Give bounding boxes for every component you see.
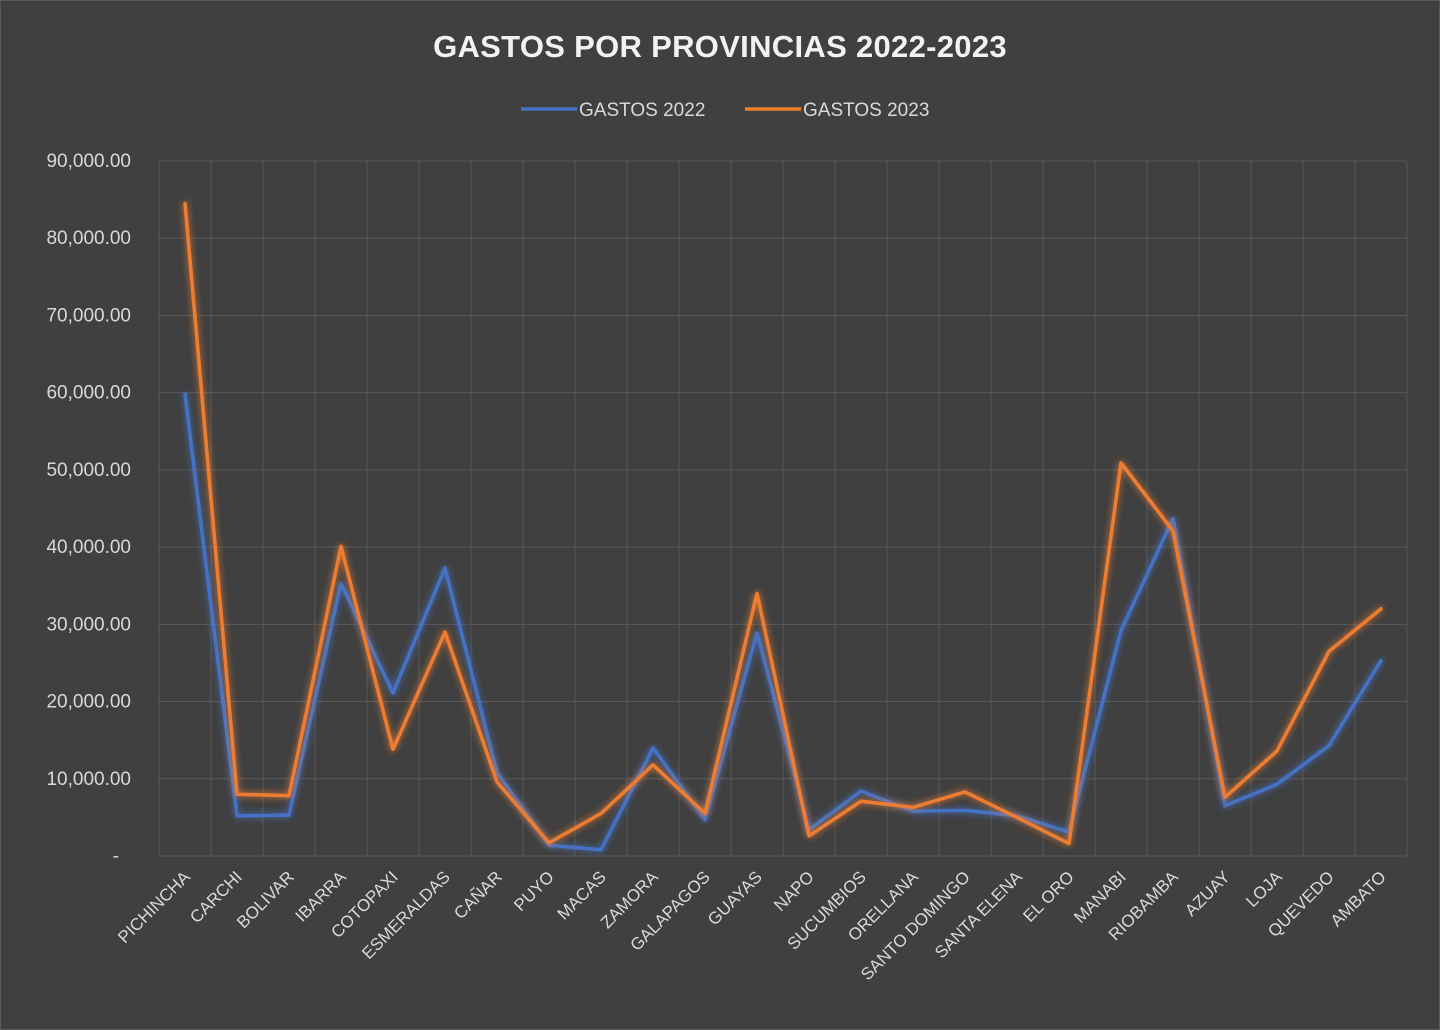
data-point: GASTOS 2022 — LOJA: 9300	[1275, 782, 1279, 786]
data-point: GASTOS 2023 — PICHINCHA: 84500	[183, 201, 187, 205]
data-point: GASTOS 2022 — MANABI: 29200	[1119, 629, 1123, 633]
data-point: GASTOS 2022 — MACAS: 800	[599, 848, 603, 852]
data-point: GASTOS 2022 — PICHINCHA: 59800	[183, 392, 187, 396]
data-point: GASTOS 2023 — NAPO: 2600	[807, 834, 811, 838]
data-point: GASTOS 2023 — EL ORO: 1600	[1067, 842, 1071, 846]
series-line-1	[183, 201, 1383, 846]
data-point: GASTOS 2022 — AZUAY: 6500	[1223, 804, 1227, 808]
data-point: GASTOS 2023 — AMBATO: 32000	[1379, 607, 1383, 611]
x-tick-label: BOLIVAR	[233, 867, 298, 932]
y-tick-label: 90,000.00	[46, 151, 131, 172]
data-point: GASTOS 2023 — RIOBAMBA: 42100	[1171, 529, 1175, 533]
data-point: GASTOS 2022 — ORELLANA: 5800	[911, 809, 915, 813]
data-point: GASTOS 2023 — IBARRA: 40100	[339, 544, 343, 548]
data-point: GASTOS 2022 — SUCUMBIOS: 8400	[859, 789, 863, 793]
data-point: GASTOS 2023 — MANABI: 50900	[1119, 461, 1123, 465]
data-point: GASTOS 2023 — LOJA: 13600	[1275, 749, 1279, 753]
x-tick-label: GUAYAS	[704, 867, 766, 929]
data-point: GASTOS 2023 — SANTA ELENA: 5000	[1015, 815, 1019, 819]
data-point: GASTOS 2022 — GALAPAGOS: 4700	[703, 818, 707, 822]
data-point: GASTOS 2023 — ORELLANA: 6300	[911, 805, 915, 809]
data-point: GASTOS 2022 — SANTO DOMINGO: 5900	[963, 808, 967, 812]
x-tick-label: NAPO	[770, 867, 818, 915]
data-point: GASTOS 2022 — COTOPAXI: 21100	[391, 691, 395, 695]
data-point: GASTOS 2022 — BOLIVAR: 5300	[287, 813, 291, 817]
x-tick-label: LOJA	[1242, 867, 1286, 911]
data-point: GASTOS 2022 — ZAMORA: 14000	[651, 746, 655, 750]
x-tick-label: AMBATO	[1327, 867, 1390, 930]
data-point: GASTOS 2022 — CARCHI: 5200	[235, 814, 239, 818]
y-tick-label: 40,000.00	[46, 537, 131, 558]
data-point: GASTOS 2023 — ESMERALDAS: 29000	[443, 630, 447, 634]
data-point: GASTOS 2023 — GUAYAS: 34000	[755, 591, 759, 595]
x-tick-label: PICHINCHA	[114, 867, 194, 947]
data-point: GASTOS 2022 — GUAYAS: 28900	[755, 631, 759, 635]
data-point: GASTOS 2023 — PUYO: 1700	[547, 841, 551, 845]
data-point: GASTOS 2023 — SUCUMBIOS: 7100	[859, 799, 863, 803]
data-point: GASTOS 2023 — BOLIVAR: 7800	[287, 794, 291, 798]
y-tick-label: -	[113, 846, 119, 867]
data-point: GASTOS 2022 — AMBATO: 25300	[1379, 659, 1383, 663]
y-tick-label: 70,000.00	[46, 305, 131, 326]
data-point: GASTOS 2022 — ESMERALDAS: 37300	[443, 566, 447, 570]
x-tick-label: ESMERALDAS	[358, 867, 454, 963]
legend-label: GASTOS 2023	[803, 100, 929, 121]
x-tick-label: EL ORO	[1019, 867, 1077, 925]
data-point: GASTOS 2023 — MACAS: 5500	[599, 812, 603, 816]
x-tick-label: PUYO	[510, 867, 558, 915]
data-point: GASTOS 2023 — CAÑAR: 9600	[495, 780, 499, 784]
data-point: GASTOS 2022 — IBARRA: 35300	[339, 581, 343, 585]
y-tick-label: 60,000.00	[46, 383, 131, 404]
data-point: GASTOS 2022 — CAÑAR: 10800	[495, 771, 499, 775]
y-tick-label: 80,000.00	[46, 228, 131, 249]
y-tick-label: 30,000.00	[46, 614, 131, 635]
data-point: GASTOS 2022 — QUEVEDO: 14300	[1327, 744, 1331, 748]
data-point: GASTOS 2023 — COTOPAXI: 13800	[391, 747, 395, 751]
data-point: GASTOS 2023 — CARCHI: 8000	[235, 792, 239, 796]
y-tick-label: 10,000.00	[46, 769, 131, 790]
chart-title: GASTOS POR PROVINCIAS 2022-2023	[433, 29, 1007, 64]
legend-label: GASTOS 2022	[579, 100, 705, 121]
y-tick-label: 20,000.00	[46, 692, 131, 713]
x-tick-label: CAÑAR	[450, 867, 506, 923]
x-tick-label: AZUAY	[1181, 867, 1234, 920]
data-point: GASTOS 2022 — RIOBAMBA: 43700	[1171, 517, 1175, 521]
data-point: GASTOS 2023 — QUEVEDO: 26500	[1327, 649, 1331, 653]
data-point: GASTOS 2023 — SANTO DOMINGO: 8300	[963, 790, 967, 794]
data-point: GASTOS 2023 — AZUAY: 7600	[1223, 795, 1227, 799]
data-point: GASTOS 2023 — GALAPAGOS: 5500	[703, 812, 707, 816]
data-point: GASTOS 2023 — ZAMORA: 11800	[651, 763, 655, 767]
y-tick-label: 50,000.00	[46, 460, 131, 481]
